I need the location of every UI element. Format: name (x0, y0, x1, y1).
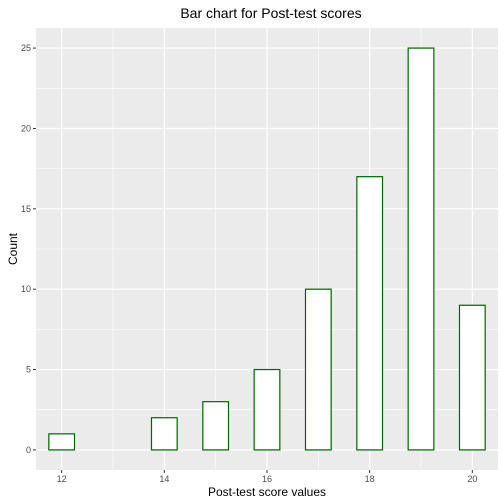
y-tick-label: 15 (21, 204, 31, 214)
bar-19 (407, 47, 435, 451)
x-tick-label: 16 (262, 474, 272, 484)
bar-17 (304, 288, 332, 451)
y-axis-title: Count (6, 232, 20, 265)
bar-18 (356, 176, 384, 451)
bars (48, 47, 486, 451)
x-tick-label: 20 (467, 474, 477, 484)
bar-15 (202, 401, 230, 451)
y-tick-label: 5 (26, 365, 31, 375)
y-tick-label: 20 (21, 123, 31, 133)
bar-20 (458, 304, 486, 451)
bar-12 (48, 433, 76, 451)
y-tick-label: 10 (21, 284, 31, 294)
x-axis-title: Post-test score values (208, 485, 326, 499)
x-tick-label: 14 (159, 474, 169, 484)
bar-14 (150, 417, 178, 451)
x-tick-label: 18 (365, 474, 375, 484)
bar-16 (253, 368, 281, 451)
y-tick-label: 25 (21, 43, 31, 53)
chart-title: Bar chart for Post-test scores (180, 5, 361, 21)
y-tick-label: 0 (26, 445, 31, 455)
y-axis-ticks: 0 5 10 15 20 25 (21, 43, 36, 455)
x-axis-ticks: 12 14 16 18 20 (57, 470, 477, 484)
x-tick-label: 12 (57, 474, 67, 484)
